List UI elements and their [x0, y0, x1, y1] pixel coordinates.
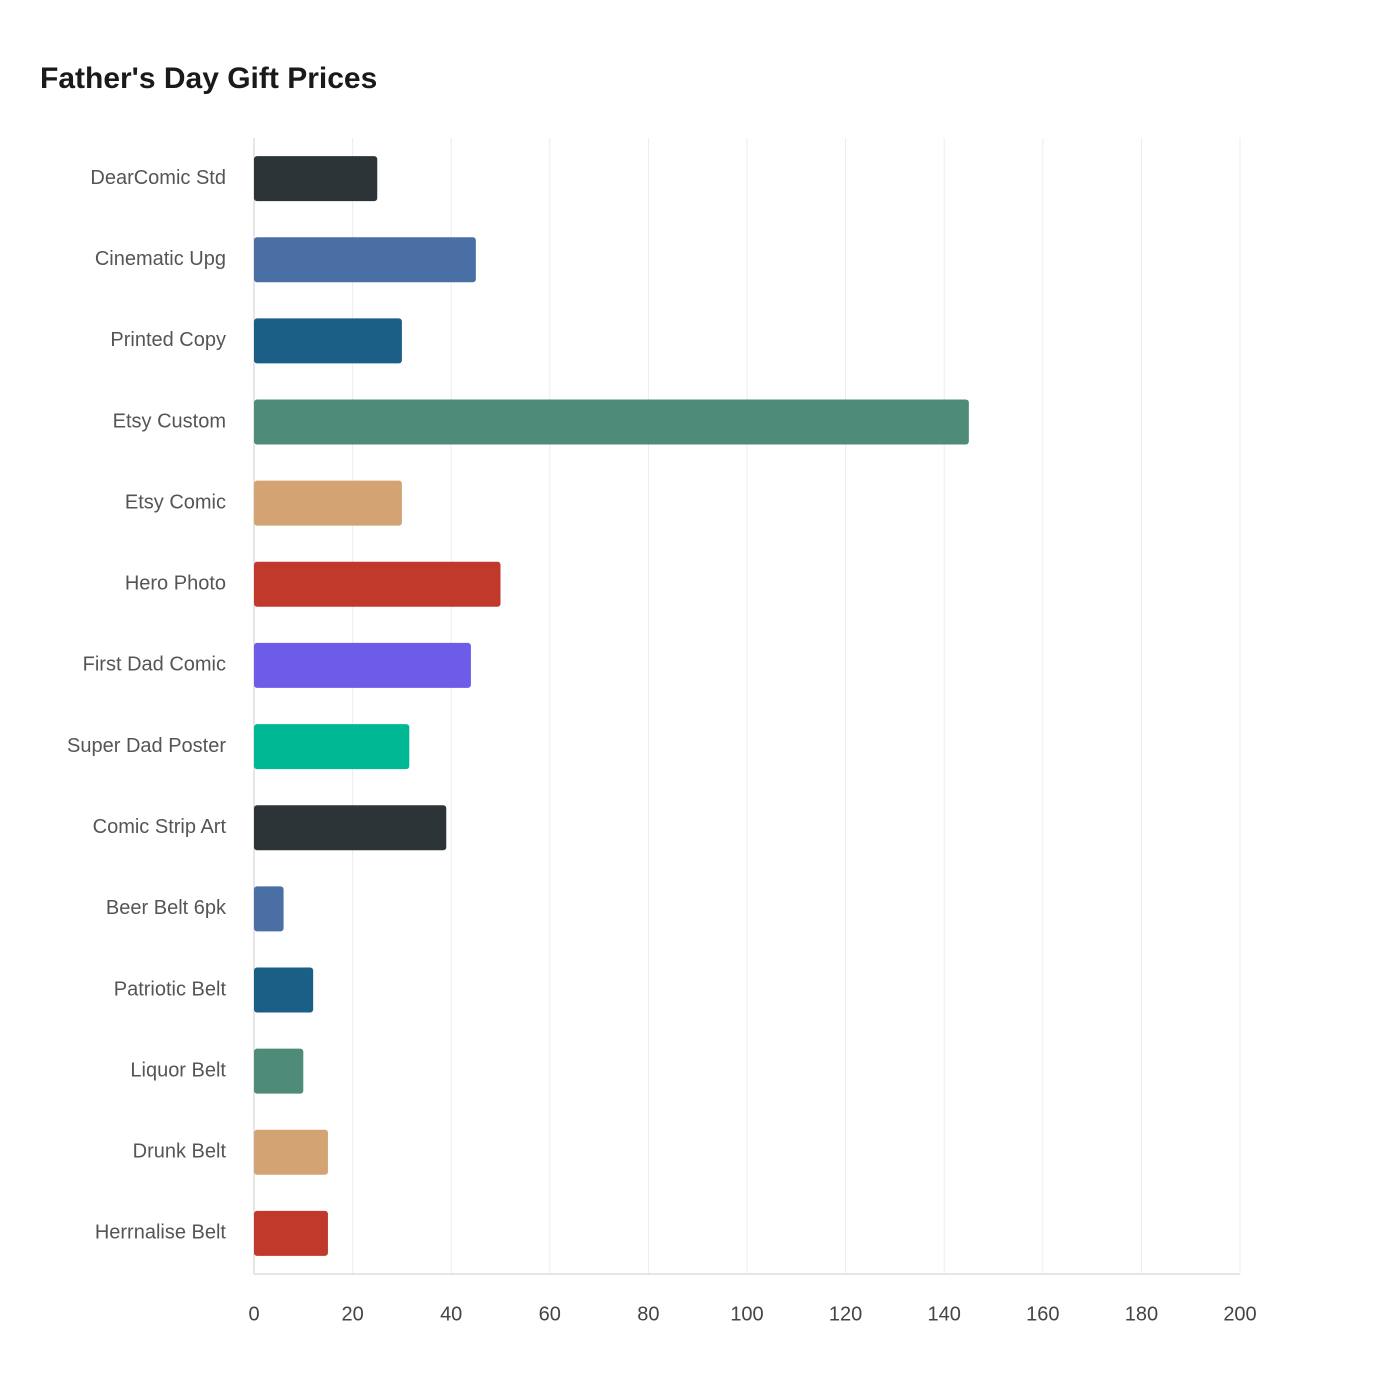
y-tick-label: Cinematic Upg — [95, 248, 226, 270]
x-tick-label: 20 — [341, 1303, 363, 1325]
y-tick-label: Super Dad Poster — [67, 735, 226, 757]
bar — [254, 1129, 328, 1175]
bar — [254, 1210, 328, 1256]
bar — [254, 399, 969, 445]
y-tick-label: Drunk Belt — [133, 1141, 227, 1163]
x-tick-label: 0 — [248, 1303, 259, 1325]
bar — [254, 561, 501, 607]
y-tick-label: Beer Belt 6pk — [106, 897, 227, 919]
bar — [254, 318, 402, 364]
y-tick-label: Hero Photo — [125, 573, 226, 595]
bar — [254, 642, 471, 688]
x-tick-label: 140 — [928, 1303, 961, 1325]
x-tick-label: 100 — [730, 1303, 763, 1325]
x-tick-label: 60 — [539, 1303, 561, 1325]
bar — [254, 480, 402, 526]
y-tick-label: Herrnalise Belt — [95, 1222, 227, 1244]
y-tick-label: Comic Strip Art — [93, 816, 227, 838]
bar — [254, 156, 378, 202]
y-tick-label: DearComic Std — [90, 167, 226, 189]
y-tick-label: Patriotic Belt — [114, 978, 227, 1000]
x-tick-label: 180 — [1125, 1303, 1158, 1325]
bar — [254, 886, 284, 932]
bar — [254, 724, 410, 770]
y-tick-label: Etsy Custom — [113, 410, 226, 432]
x-tick-label: 80 — [637, 1303, 659, 1325]
x-tick-label: 160 — [1026, 1303, 1059, 1325]
y-tick-label: First Dad Comic — [83, 654, 226, 676]
y-tick-label: Printed Copy — [110, 329, 226, 351]
x-tick-label: 40 — [440, 1303, 462, 1325]
chart-title: Father's Day Gift Prices — [40, 62, 377, 95]
y-tick-label: Etsy Comic — [125, 491, 226, 513]
x-tick-label: 120 — [829, 1303, 862, 1325]
bar — [254, 805, 447, 851]
bar — [254, 237, 476, 283]
bar — [254, 1048, 304, 1094]
x-tick-label: 200 — [1223, 1303, 1256, 1325]
bar — [254, 967, 314, 1013]
y-tick-label: Liquor Belt — [130, 1059, 226, 1081]
